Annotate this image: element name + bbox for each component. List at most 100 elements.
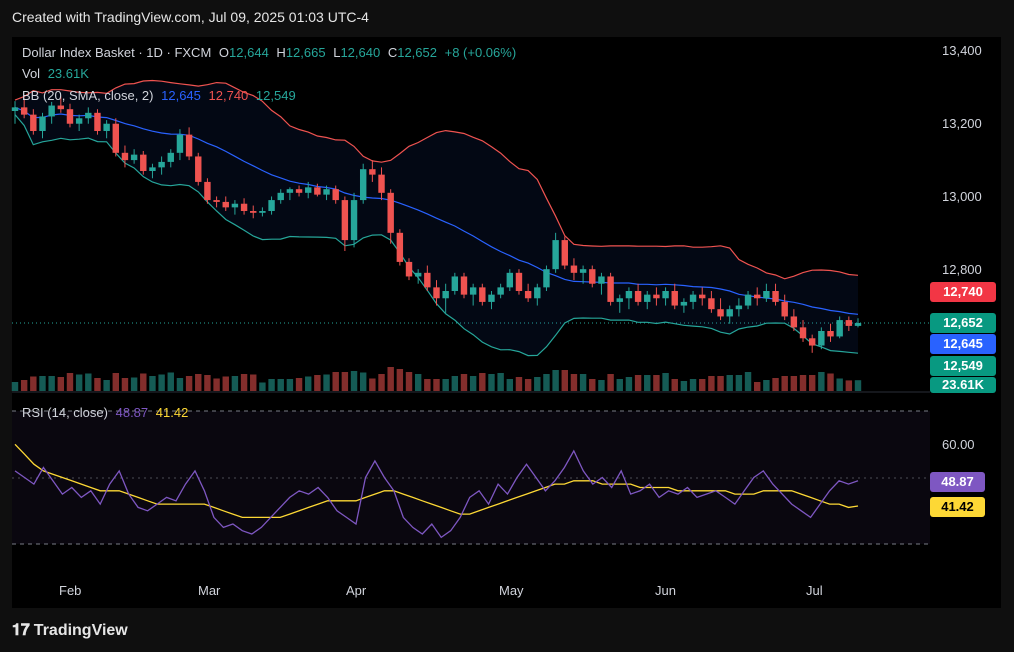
rsi-legend: RSI (14, close) 48.87 41.42 — [22, 405, 192, 420]
volume-bar — [781, 376, 788, 391]
volume-bar — [85, 373, 92, 391]
volume-bar — [644, 375, 651, 391]
volume-bar — [222, 376, 229, 391]
close-label: C — [387, 45, 398, 60]
candle-body — [112, 123, 120, 153]
candle-body — [332, 189, 339, 201]
volume-bar — [11, 382, 19, 391]
volume-bar — [854, 380, 862, 391]
candle-body — [735, 305, 743, 310]
volume-bar — [240, 374, 248, 391]
volume-bar — [387, 367, 394, 391]
volume-bar — [616, 379, 623, 391]
candle-body — [140, 154, 147, 171]
candle-body — [488, 294, 495, 302]
candle-body — [808, 338, 816, 346]
vol-value: 23.61K — [47, 66, 89, 81]
volume-bar — [479, 373, 486, 391]
candle-body — [286, 189, 294, 193]
volume-bar — [405, 372, 413, 391]
volume-bar — [359, 372, 367, 391]
candle-body — [699, 294, 706, 299]
candle-body — [497, 287, 504, 295]
volume-bar — [634, 375, 642, 391]
volume-bar — [213, 378, 220, 391]
candle-body — [753, 294, 761, 299]
volume-bar — [598, 380, 605, 391]
candle-body — [213, 200, 220, 202]
volume-bar — [699, 379, 706, 391]
candle-body — [515, 272, 523, 291]
vol-label: Vol — [22, 66, 41, 81]
volume-bar — [662, 373, 669, 391]
candle-body — [103, 123, 110, 131]
candle-body — [405, 261, 413, 277]
bb-upper-value: 12,740 — [208, 88, 249, 103]
candle-body — [451, 276, 459, 291]
brand-footer[interactable]: 𝟏𝟕 TradingView — [12, 622, 128, 640]
candle-body — [250, 211, 257, 213]
candle-body — [75, 118, 83, 124]
volume-bar — [753, 382, 761, 391]
candle-body — [222, 201, 229, 208]
candle-body — [680, 301, 688, 306]
volume-bar — [689, 379, 697, 391]
volume-bar — [20, 380, 28, 391]
volume-bar — [268, 379, 275, 391]
volume-bar — [845, 380, 853, 391]
volume-bar — [717, 376, 724, 391]
candle-body — [204, 181, 211, 201]
rsi-ma-line — [14, 443, 859, 519]
candle-body — [323, 189, 330, 195]
volume-bar — [286, 379, 294, 391]
close-value: 12,652 — [397, 45, 437, 60]
candle-body — [94, 112, 101, 131]
candle-body — [662, 291, 669, 299]
candle-body — [387, 192, 394, 233]
candle-body — [854, 323, 862, 326]
volume-bar — [625, 377, 633, 391]
bb-upper-line — [14, 79, 859, 280]
volume-bar — [524, 379, 532, 391]
candle-body — [479, 287, 486, 302]
candle-body — [534, 287, 541, 299]
candle-body — [433, 287, 440, 299]
candle-body — [268, 200, 275, 211]
volume-bar — [680, 381, 688, 391]
volume-bar — [121, 378, 129, 391]
rsi-tick: 60.00 — [942, 437, 975, 452]
volume-bar — [250, 374, 257, 391]
volume-bar — [341, 372, 349, 391]
volume-bar — [818, 372, 825, 391]
volume-bar — [231, 376, 239, 391]
price-tick: 13,200 — [942, 116, 982, 131]
candle-body — [772, 291, 779, 302]
volume-bar — [369, 378, 376, 391]
volume-bar — [460, 374, 468, 391]
candle-body — [48, 105, 55, 117]
candle-body — [607, 276, 614, 302]
rsi-label: RSI (14, close) — [22, 405, 108, 420]
volume-bar — [726, 375, 733, 391]
candle-body — [277, 192, 284, 201]
volume-bar — [653, 375, 660, 391]
candle-body — [396, 232, 404, 262]
candle-body — [524, 291, 532, 299]
bb-label: BB (20, SMA, close, 2) — [22, 88, 154, 103]
close-price-tag: 12,652 — [930, 313, 996, 333]
candle-body — [259, 211, 266, 213]
candle-body — [781, 301, 788, 317]
candle-body — [158, 161, 165, 168]
candle-body — [11, 107, 19, 111]
basis-tag: 12,645 — [930, 334, 996, 354]
volume-tag: 23.61K — [930, 377, 996, 393]
volume-bar — [772, 378, 779, 391]
candle-body — [790, 316, 798, 328]
open-value: 12,644 — [229, 45, 269, 60]
bb-legend: BB (20, SMA, close, 2) 12,645 12,740 12,… — [22, 88, 300, 103]
bb-lower-value: 12,549 — [255, 88, 296, 103]
candle-body — [66, 109, 74, 124]
volume-bar — [451, 376, 459, 391]
candle-body — [689, 294, 697, 302]
